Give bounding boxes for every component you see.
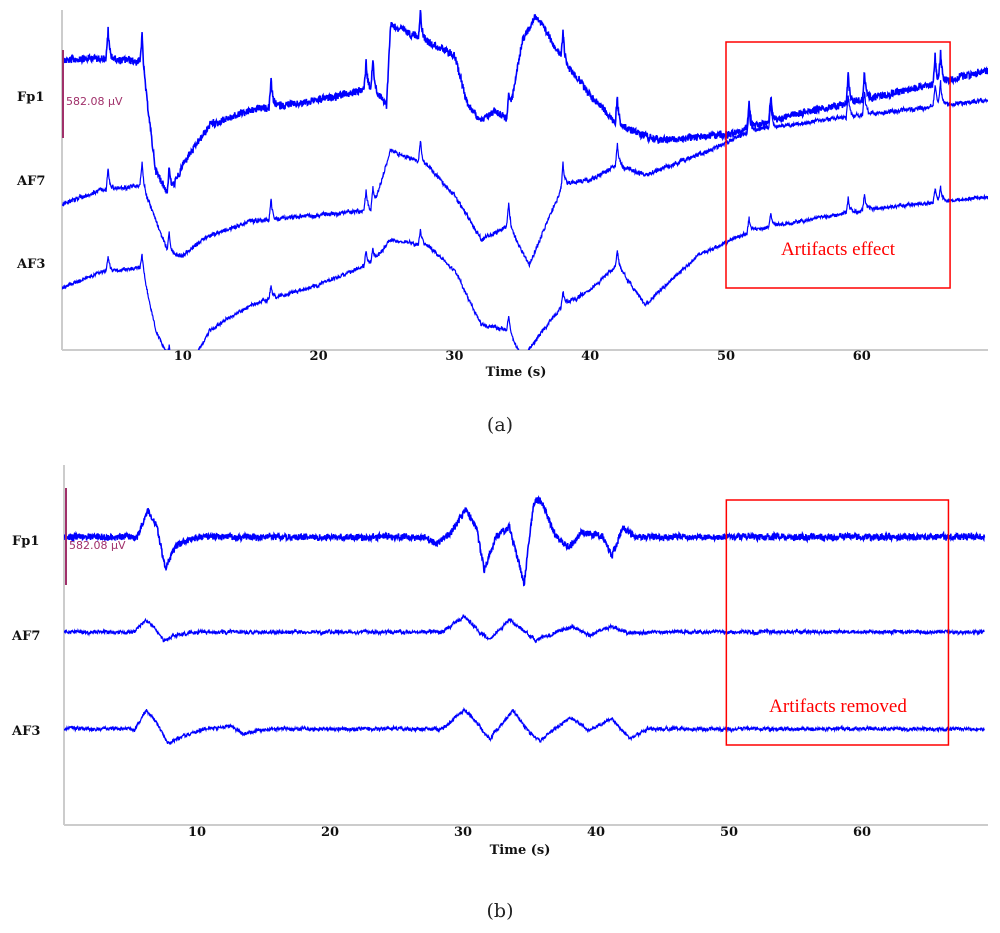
trace-af7 [64, 613, 985, 644]
x-ticks: 10 20 30 40 50 60 [174, 349, 871, 364]
channel-label-af7: AF7 [11, 629, 40, 644]
x-tick-label: 20 [310, 349, 328, 364]
x-tick-label: 40 [587, 825, 605, 840]
scale-bar-label: 582.08 µV [69, 539, 126, 552]
channel-label-af3: AF3 [11, 724, 40, 739]
x-tick-label: 10 [174, 349, 192, 364]
annotation-box [725, 41, 951, 289]
annotation-label: Artifacts effect [781, 239, 896, 260]
annotation-box [725, 499, 950, 746]
x-tick-label: 20 [321, 825, 339, 840]
panel-caption: (b) [487, 900, 514, 922]
x-tick-label: 40 [581, 349, 599, 364]
trace-af3 [62, 185, 988, 350]
panel-b: 582.08 µV Fp1 AF7 AF3 10 20 30 40 50 60 Time … [11, 465, 988, 922]
x-ticks: 10 20 30 40 50 60 [188, 825, 871, 840]
x-tick-label: 10 [188, 825, 206, 840]
channel-label-af3: AF3 [16, 257, 45, 272]
trace-fp1 [62, 10, 988, 194]
x-tick-label: 30 [445, 349, 463, 364]
x-tick-label: 60 [853, 825, 871, 840]
trace-af7 [62, 80, 988, 269]
x-tick-label: 30 [454, 825, 472, 840]
traces [64, 495, 986, 746]
trace-af3 [64, 707, 985, 746]
channel-label-af7: AF7 [16, 174, 45, 189]
traces [62, 10, 988, 350]
trace-fp1 [64, 495, 986, 587]
panel-caption: (a) [487, 414, 513, 436]
channel-label-fp1: Fp1 [12, 534, 39, 549]
x-axis-label: Time (s) [490, 843, 551, 858]
x-tick-label: 50 [720, 825, 738, 840]
x-axis-label: Time (s) [486, 365, 547, 380]
channel-label-fp1: Fp1 [17, 90, 44, 105]
x-tick-label: 60 [853, 349, 871, 364]
x-tick-label: 50 [717, 349, 735, 364]
annotation-label: Artifacts removed [769, 696, 907, 717]
panel-a: 582.08 µV Fp1 AF7 AF3 10 20 30 40 50 60 Time … [16, 10, 988, 436]
scale-bar-label: 582.08 µV [66, 95, 123, 108]
